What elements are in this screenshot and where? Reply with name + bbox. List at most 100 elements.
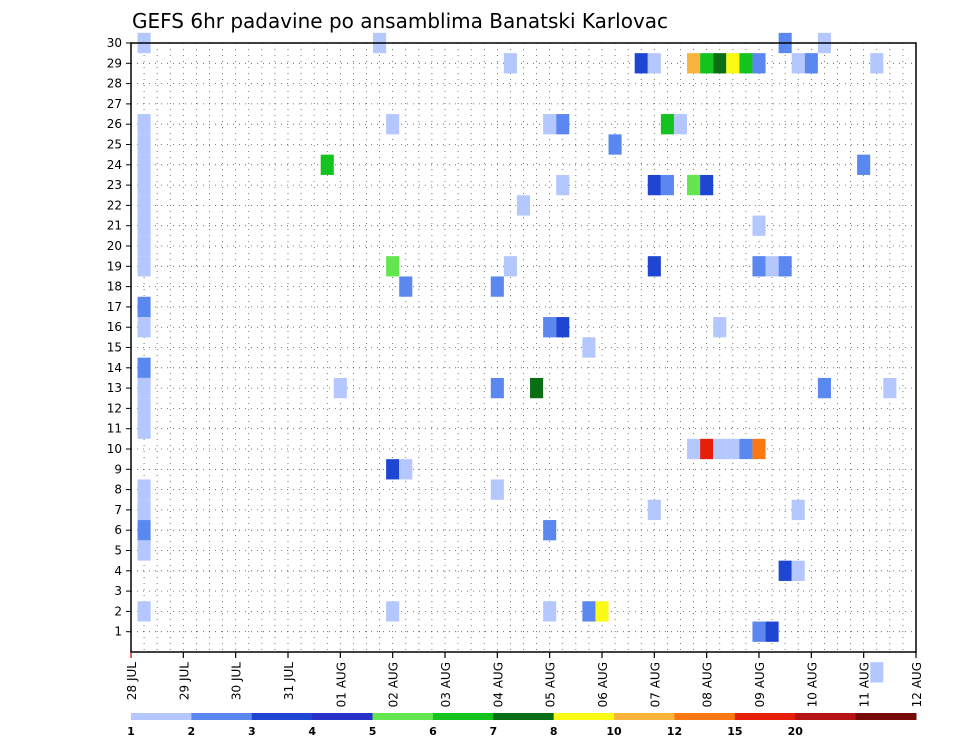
legend-label: 3 xyxy=(248,725,256,738)
heatmap-cell xyxy=(137,154,151,175)
y-tick-label: 22 xyxy=(107,198,122,212)
legend-swatch xyxy=(795,713,857,720)
x-tick-label: 05 AUG xyxy=(544,662,558,707)
legend-swatch xyxy=(372,713,434,720)
y-tick-label: 12 xyxy=(107,401,122,415)
heatmap-cell xyxy=(137,174,151,196)
heatmap-cell xyxy=(700,53,714,74)
legend-label: 6 xyxy=(429,725,437,738)
heatmap-cell xyxy=(647,256,661,277)
heatmap-cell xyxy=(137,235,151,257)
heatmap-cell xyxy=(660,174,674,196)
y-tick-label: 6 xyxy=(114,523,122,537)
y-tick-label: 13 xyxy=(107,381,122,395)
x-tick-label: 29 JUL xyxy=(177,662,191,700)
x-tick-label: 09 AUG xyxy=(753,662,767,707)
y-tick-label: 21 xyxy=(107,219,122,233)
x-tick-label: 30 JUL xyxy=(230,662,244,700)
heatmap-cell xyxy=(137,317,151,338)
y-tick-label: 19 xyxy=(107,259,122,273)
heatmap-cell xyxy=(647,174,661,196)
heatmap-cell xyxy=(752,621,766,642)
legend-label: 20 xyxy=(788,725,804,738)
heatmap-cell xyxy=(386,459,400,480)
x-tick-label: 07 AUG xyxy=(648,662,662,707)
heatmap-cell xyxy=(791,499,805,521)
y-tick-label: 1 xyxy=(114,625,122,639)
y-tick-label: 8 xyxy=(114,483,122,497)
heatmap-cell xyxy=(137,398,151,419)
y-tick-label: 11 xyxy=(107,422,122,436)
y-tick-label: 28 xyxy=(107,77,122,91)
heatmap-cells xyxy=(137,32,897,683)
heatmap-cell xyxy=(739,438,753,460)
legend-label: 7 xyxy=(489,725,497,738)
legend-label: 8 xyxy=(550,725,558,738)
heatmap-cell xyxy=(595,601,609,622)
legend-label: 12 xyxy=(667,725,682,738)
heatmap-cell xyxy=(386,114,400,135)
x-axis-ticks: 28 JUL 29 JUL 30 JUL 31 JUL 01 AUG 02 AUG 03 A… xyxy=(125,652,924,707)
heatmap-cell xyxy=(543,601,557,622)
heatmap-cell xyxy=(399,276,413,297)
heatmap-cell xyxy=(752,438,766,460)
y-tick-label: 2 xyxy=(114,604,122,618)
heatmap-cell xyxy=(137,418,151,439)
heatmap-cell xyxy=(386,601,400,622)
heatmap-cell xyxy=(137,540,151,561)
heatmap-cell xyxy=(752,215,766,236)
legend-label: 4 xyxy=(308,725,316,738)
heatmap-cell xyxy=(137,601,151,622)
y-tick-label: 18 xyxy=(107,280,122,294)
heatmap-cell xyxy=(647,53,661,74)
x-tick-label: 31 JUL xyxy=(282,662,296,700)
heatmap-cell xyxy=(870,53,884,74)
heatmap-cell xyxy=(137,296,151,318)
heatmap-cell xyxy=(137,114,151,135)
heatmap-cell xyxy=(752,256,766,277)
y-tick-label: 9 xyxy=(114,462,122,476)
y-tick-label: 17 xyxy=(107,300,122,314)
heatmap-cell xyxy=(713,438,727,460)
heatmap-cell xyxy=(739,53,753,74)
heatmap-cell xyxy=(137,520,151,541)
y-tick-label: 5 xyxy=(114,544,122,558)
heatmap-cell xyxy=(137,357,151,378)
legend-label: 10 xyxy=(606,725,622,738)
legend-swatch xyxy=(191,713,253,720)
heatmap-cell xyxy=(726,438,740,460)
x-tick-label: 03 AUG xyxy=(439,662,453,707)
heatmap-cell xyxy=(791,53,805,74)
y-tick-label: 26 xyxy=(107,117,122,131)
legend-label: 15 xyxy=(727,725,742,738)
y-tick-label: 25 xyxy=(107,138,122,152)
heatmap-cell xyxy=(804,53,818,74)
heatmap-cell xyxy=(687,174,701,196)
y-tick-label: 14 xyxy=(107,361,122,375)
y-tick-label: 24 xyxy=(107,158,122,172)
heatmap-cell xyxy=(660,114,674,135)
heatmap-cell xyxy=(673,114,688,135)
y-tick-label: 29 xyxy=(107,56,122,70)
heatmap-cell xyxy=(582,337,596,358)
heatmap-cell xyxy=(543,114,557,135)
heatmap-cell xyxy=(556,174,570,196)
heatmap-cell xyxy=(137,479,151,500)
x-tick-label: 01 AUG xyxy=(334,662,348,707)
x-tick-label: 02 AUG xyxy=(387,662,401,707)
legend-swatch xyxy=(312,713,374,720)
heatmap-cell xyxy=(399,459,413,480)
y-tick-label: 27 xyxy=(107,97,122,111)
heatmap-cell xyxy=(543,520,557,541)
heatmap-cell xyxy=(556,114,570,135)
heatmap-cell xyxy=(556,317,570,338)
y-tick-label: 23 xyxy=(107,178,122,192)
heatmap-cell xyxy=(687,53,701,74)
legend-swatch xyxy=(614,713,675,720)
heatmap-cell xyxy=(765,621,779,642)
y-tick-label: 10 xyxy=(107,442,122,456)
heatmap-cell xyxy=(490,276,504,297)
legend-swatch xyxy=(855,713,917,720)
heatmap-cell xyxy=(503,53,517,74)
